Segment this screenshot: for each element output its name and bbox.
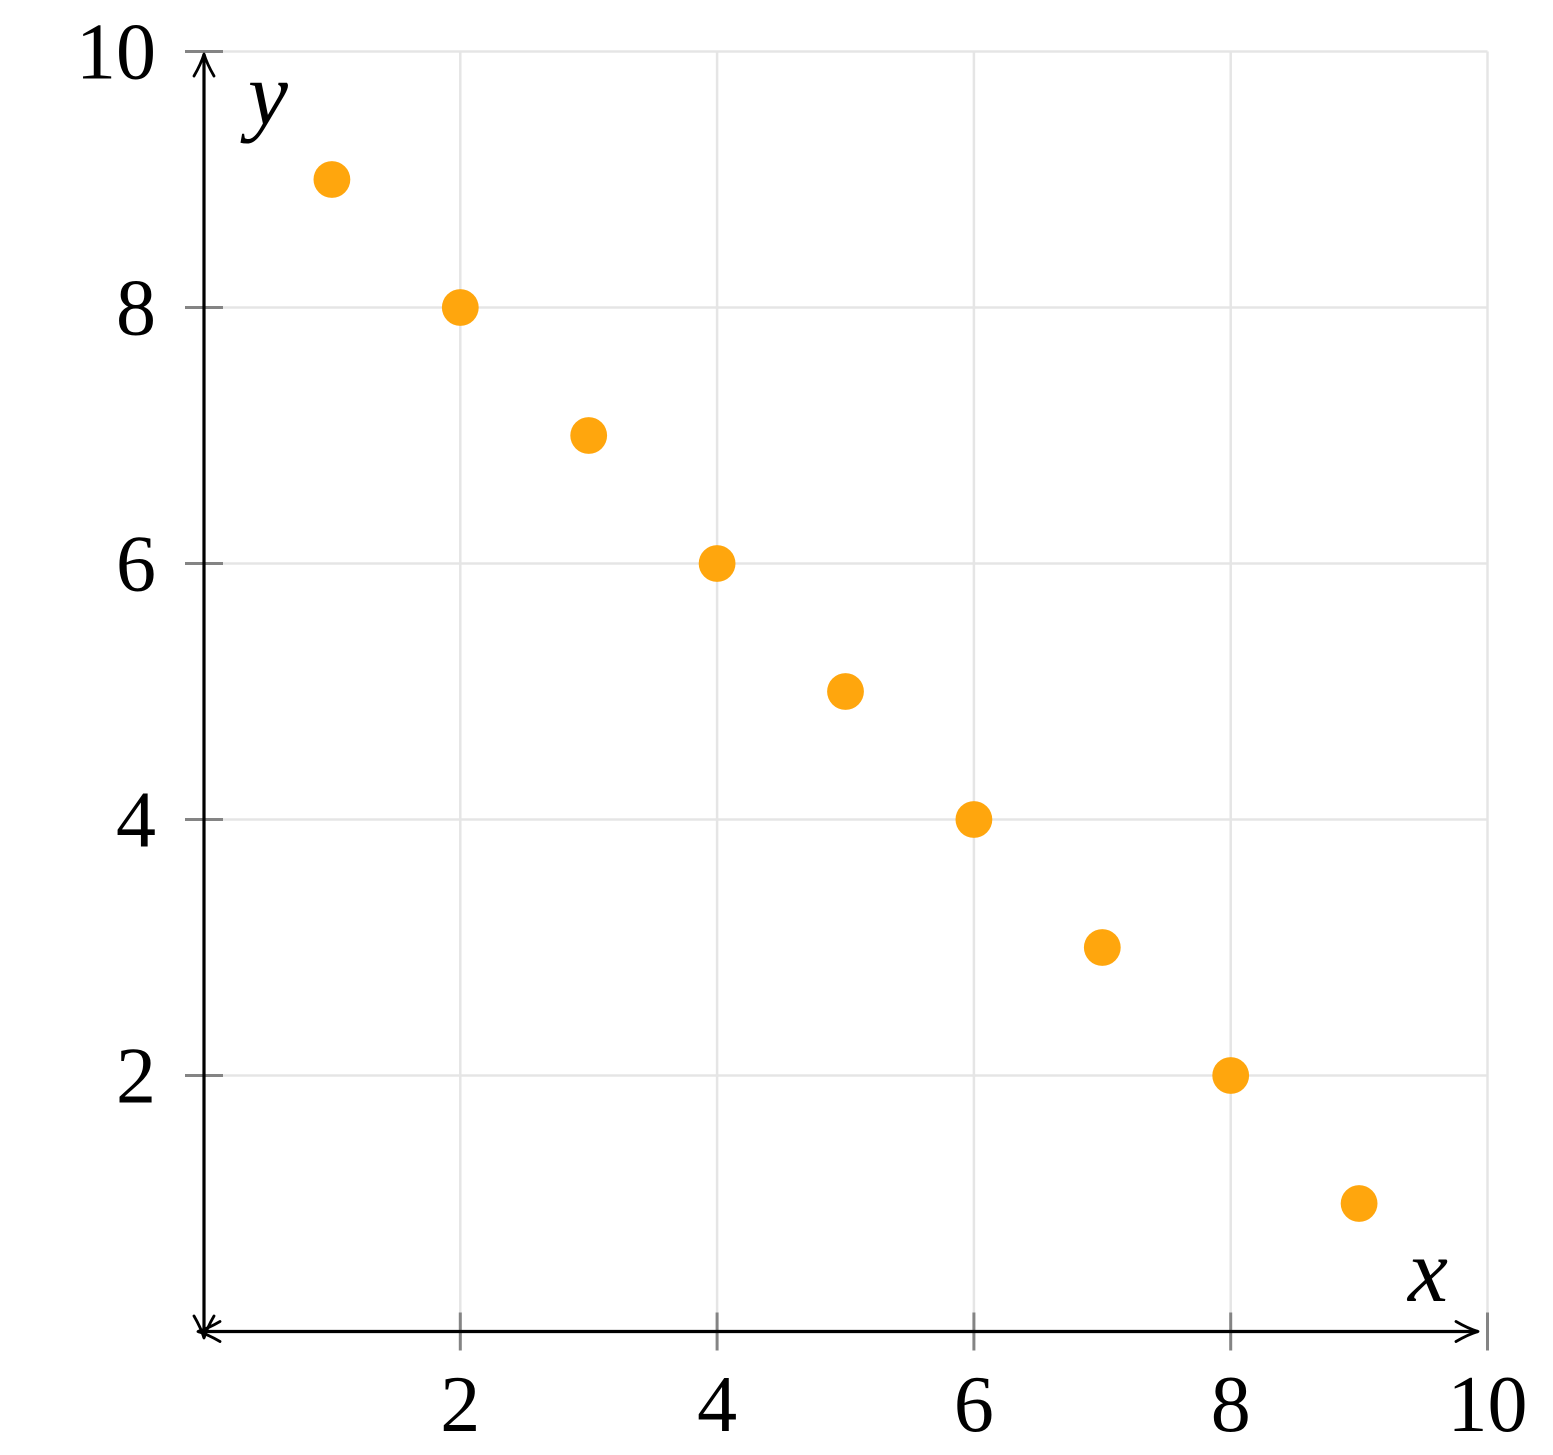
y-axis-label: y <box>240 45 288 144</box>
data-point <box>313 161 351 198</box>
data-point <box>570 417 608 454</box>
y-tick-label: 10 <box>76 9 156 97</box>
data-points <box>313 161 1378 1222</box>
y-tick-label: 4 <box>116 777 156 865</box>
data-point <box>1340 1185 1378 1222</box>
x-tick-label: 6 <box>954 1361 994 1449</box>
y-tick-label: 8 <box>116 265 156 353</box>
tick-labels: 2 4 6 8 10 2 4 6 8 10 <box>76 9 1528 1450</box>
x-tick-label: 10 <box>1448 1361 1528 1449</box>
y-tick-label: 2 <box>116 1033 156 1121</box>
data-point <box>1083 929 1121 966</box>
data-point <box>1212 1057 1250 1094</box>
axis-lines <box>192 52 1480 1343</box>
x-tick-label: 8 <box>1211 1361 1251 1449</box>
data-point <box>698 545 736 582</box>
data-point <box>441 289 479 326</box>
data-point <box>955 801 993 838</box>
x-tick-label: 4 <box>697 1361 737 1449</box>
grid-lines <box>204 50 1489 1332</box>
x-tick-label: 2 <box>440 1361 480 1449</box>
data-point <box>827 673 864 710</box>
x-axis-label: x <box>1406 1222 1448 1321</box>
y-tick-label: 6 <box>116 521 156 609</box>
